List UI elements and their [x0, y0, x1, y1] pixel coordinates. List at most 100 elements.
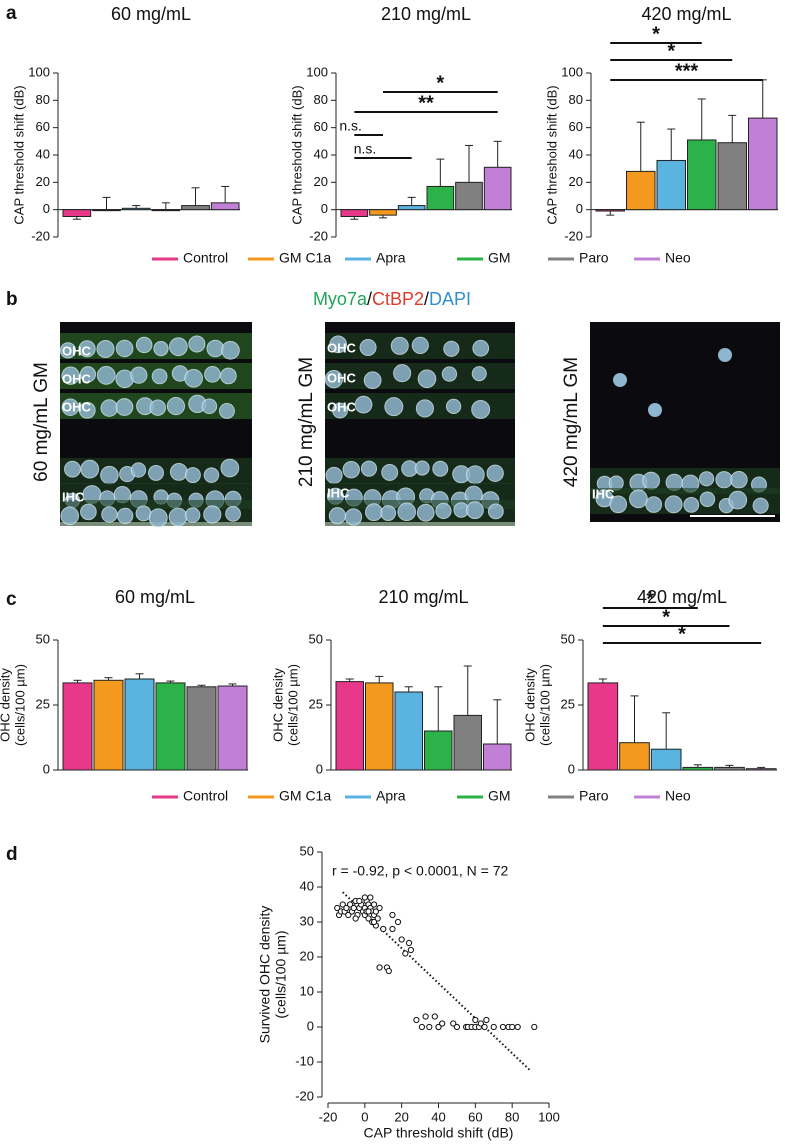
nucleus	[432, 460, 449, 477]
significance-label: n.s.	[354, 141, 377, 157]
nucleus	[153, 340, 169, 357]
nucleus	[115, 398, 134, 416]
nucleus	[344, 508, 363, 526]
nucleus	[683, 496, 700, 513]
nucleus	[380, 505, 397, 522]
nucleus	[329, 335, 348, 354]
y-tick-label: 100	[306, 64, 328, 79]
nucleus	[642, 471, 661, 490]
point	[376, 904, 383, 912]
row-label: OHC	[327, 399, 357, 414]
bar	[650, 748, 682, 771]
y-tick-label: 50	[36, 631, 50, 646]
legend-label: Control	[183, 250, 228, 266]
nucleus	[225, 505, 241, 522]
bar	[155, 682, 186, 771]
point	[402, 950, 409, 957]
nucleus	[342, 460, 360, 479]
point	[343, 904, 350, 912]
bar	[93, 679, 124, 771]
legend-label: Apra	[376, 788, 406, 804]
y-axis-label: (cells/100 µm)	[285, 664, 300, 746]
x-axis-label: CAP threshold shift (dB)	[364, 1125, 514, 1141]
nucleus	[613, 373, 627, 387]
chart-title: 420 mg/mL	[641, 4, 731, 24]
significance-label: ***	[675, 60, 699, 82]
point	[380, 925, 387, 933]
legend-label: GM C1a	[279, 250, 331, 266]
point	[405, 939, 413, 947]
bar	[62, 682, 93, 771]
row-label: OHC	[327, 370, 357, 385]
legend-label: Paro	[579, 788, 609, 804]
nucleus	[78, 401, 96, 419]
point	[514, 1023, 521, 1031]
point	[347, 901, 354, 908]
nucleus	[718, 348, 732, 362]
point	[398, 936, 405, 943]
y-tick-label: 50	[309, 631, 323, 646]
nucleus	[115, 339, 134, 358]
y-tick-label: 0	[321, 201, 328, 216]
nucleus	[220, 458, 240, 478]
y-tick-label: -10	[295, 1053, 314, 1068]
chart-title: 60 mg/mL	[111, 4, 191, 24]
nucleus	[445, 398, 462, 414]
nucleus	[414, 460, 430, 476]
nucleus	[471, 366, 487, 382]
nucleus	[61, 366, 80, 385]
bar	[483, 743, 512, 771]
bar	[714, 766, 745, 771]
legend-label: GM C1a	[279, 788, 331, 804]
y-tick-label: 80	[36, 92, 50, 107]
nucleus	[645, 496, 663, 513]
y-axis-label: Survived OHC density	[257, 906, 273, 1044]
bar	[369, 209, 397, 216]
micrograph-label: 210 mg/mL GM	[296, 357, 317, 487]
point	[352, 915, 359, 922]
nucleus	[328, 507, 346, 525]
y-axis-label: CAP threshold shift (dB)	[544, 85, 559, 224]
bar	[397, 205, 426, 211]
point	[418, 1023, 426, 1031]
legend-label: Control	[183, 788, 228, 804]
legend-label: Apra	[376, 250, 406, 266]
point	[483, 1016, 490, 1024]
nucleus	[117, 507, 134, 525]
nucleus	[135, 336, 153, 354]
y-axis-label: CAP threshold shift (dB)	[11, 85, 26, 224]
nucleus	[325, 466, 343, 484]
point	[407, 946, 414, 954]
x-tick-label: 40	[431, 1109, 445, 1124]
nucleus	[354, 395, 373, 414]
point	[490, 1023, 497, 1031]
point	[509, 1023, 516, 1031]
bar	[748, 117, 778, 211]
point	[339, 901, 346, 908]
nucleus	[96, 340, 115, 359]
nucleus	[204, 366, 221, 383]
significance-label: *	[646, 588, 654, 610]
nucleus	[203, 505, 222, 524]
legend-label: GM	[488, 250, 511, 266]
micrograph-label: 60 mg/mL GM	[31, 362, 52, 482]
x-tick-label: 100	[538, 1109, 560, 1124]
bar	[587, 682, 619, 771]
y-tick-label: -20	[31, 228, 50, 243]
bar	[186, 686, 217, 771]
nucleus	[101, 506, 118, 523]
nucleus	[629, 489, 648, 509]
point	[450, 1020, 457, 1027]
nucleus	[363, 371, 382, 390]
chart-title: 420 mg/mL	[637, 587, 727, 607]
nucleus	[219, 403, 235, 419]
nucleus	[397, 502, 416, 522]
stain: /	[424, 289, 429, 309]
nucleus	[100, 465, 119, 485]
nucleus	[324, 370, 344, 389]
row-label: IHC	[327, 485, 350, 500]
y-tick-label: 25	[561, 696, 575, 711]
nucleus	[130, 462, 147, 478]
y-tick-label: 0	[43, 201, 50, 216]
